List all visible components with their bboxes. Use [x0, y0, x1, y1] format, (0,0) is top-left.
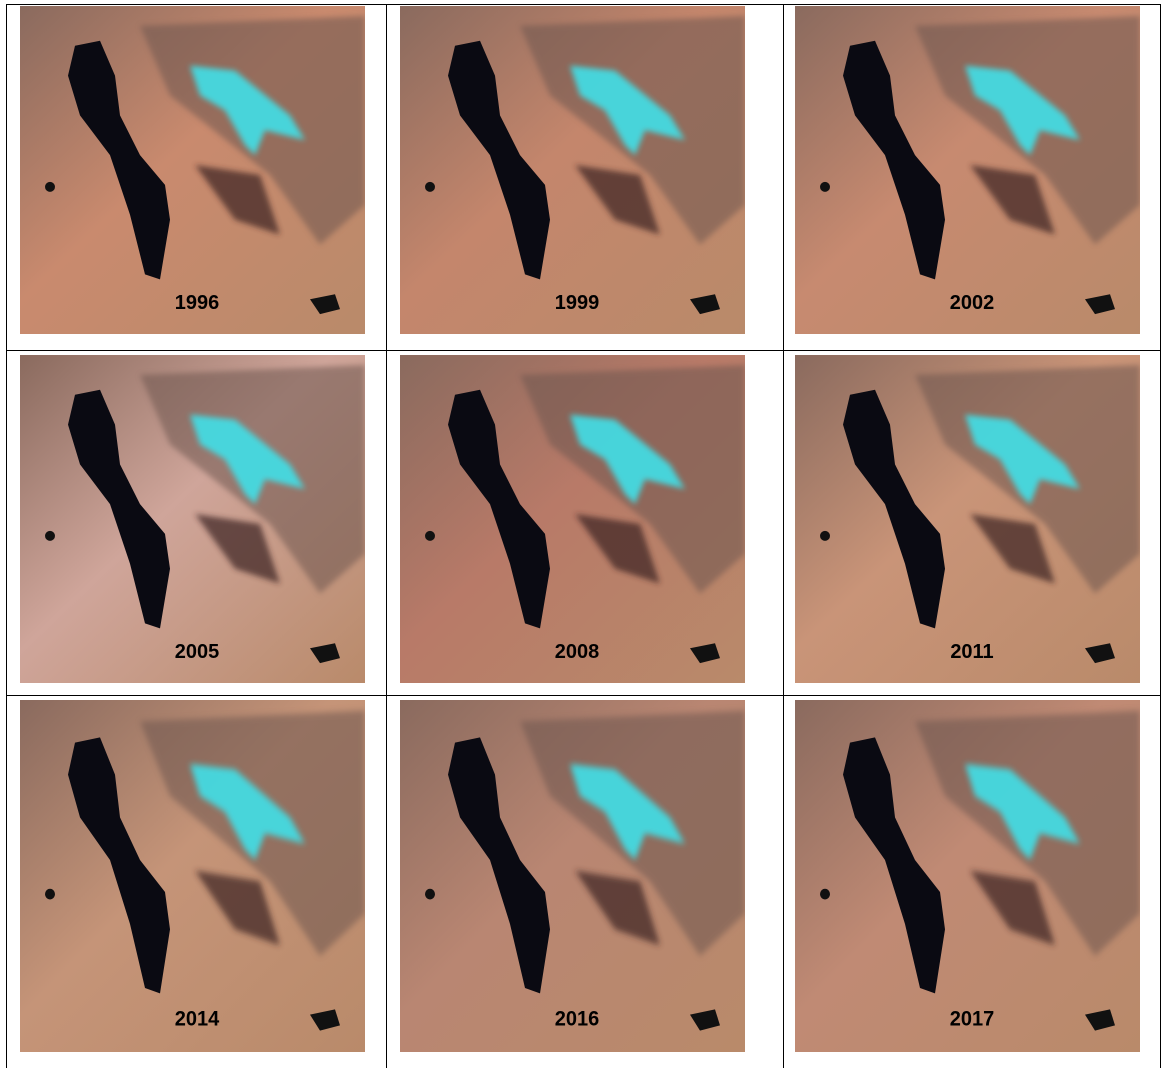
image: 2005: [20, 355, 365, 683]
image: 2008: [400, 355, 745, 683]
year-label: 2016: [555, 1007, 599, 1031]
pond: [45, 531, 55, 541]
satellite-image: 2014: [20, 700, 365, 1052]
image: 2011: [795, 355, 1140, 683]
pond: [820, 182, 830, 192]
image: 1996: [20, 6, 365, 334]
table-border: [6, 350, 1161, 351]
satellite-image: 1999: [400, 6, 745, 334]
year-label: 2014: [175, 1007, 220, 1031]
image: 2016: [400, 700, 745, 1052]
table-border: [6, 4, 7, 1068]
year-label: 2008: [555, 641, 599, 663]
image: 2002: [795, 6, 1140, 334]
pond: [45, 182, 55, 192]
image: 2017: [795, 700, 1140, 1052]
pond: [820, 889, 830, 900]
image: 1999: [400, 6, 745, 334]
satellite-image: 2017: [795, 700, 1140, 1052]
satellite-image: 1996: [20, 6, 365, 334]
image: 2014: [20, 700, 365, 1052]
year-label: 2002: [950, 292, 994, 314]
figure-table: 1996 1999 2002 2005 2008 2011 2014 2016 2017: [0, 0, 1162, 1068]
year-label: 2005: [175, 641, 219, 663]
satellite-image: 2002: [795, 6, 1140, 334]
satellite-image: 2011: [795, 355, 1140, 683]
satellite-image: 2005: [20, 355, 365, 683]
table-border: [6, 695, 1161, 696]
table-border: [6, 4, 1161, 5]
year-label: 1999: [555, 292, 599, 314]
pond: [45, 889, 55, 900]
table-border: [386, 4, 387, 1068]
year-label: 2011: [950, 641, 993, 663]
table-border: [1160, 4, 1161, 1068]
satellite-image: 2016: [400, 700, 745, 1052]
pond: [425, 531, 435, 541]
pond: [425, 889, 435, 900]
pond: [820, 531, 830, 541]
year-label: 2017: [950, 1007, 994, 1031]
year-label: 1996: [175, 292, 219, 314]
satellite-image: 2008: [400, 355, 745, 683]
table-border: [783, 4, 784, 1068]
pond: [425, 182, 435, 192]
